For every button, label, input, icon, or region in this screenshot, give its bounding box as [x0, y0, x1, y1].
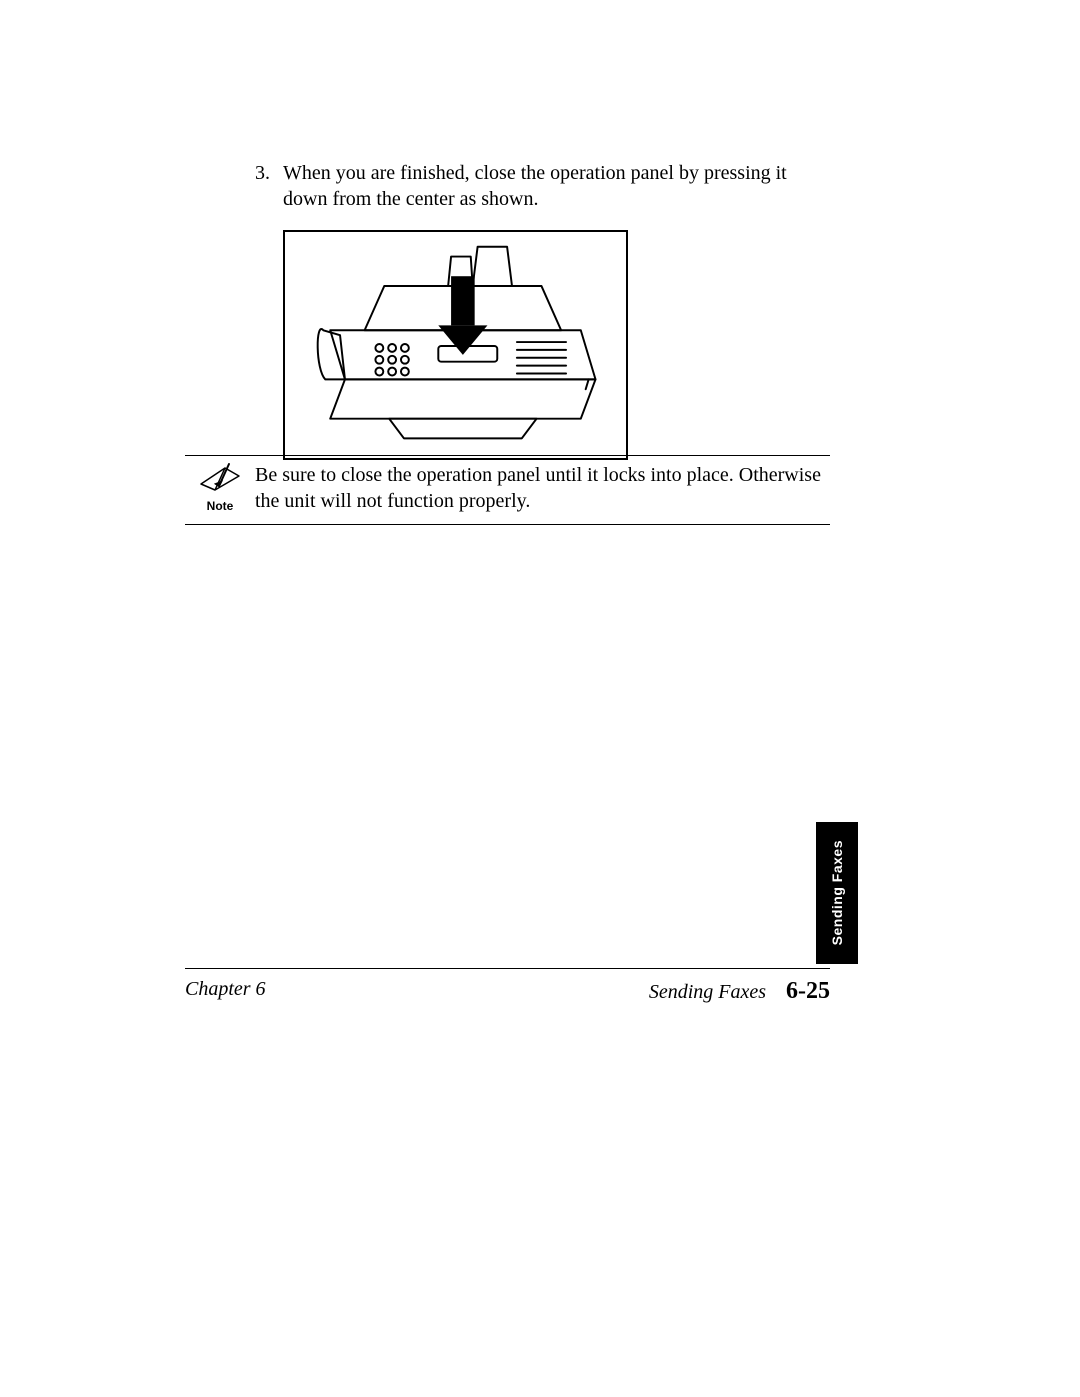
side-tab-text: Sending Faxes: [829, 840, 845, 945]
note-icon-column: Note: [185, 462, 255, 513]
fax-machine-illustration: [283, 230, 628, 460]
footer-rule: [185, 968, 830, 969]
note-label: Note: [185, 499, 255, 513]
footer-section-name: Sending Faxes: [649, 981, 766, 1003]
section-side-tab: Sending Faxes: [816, 822, 858, 964]
note-inner: Note Be sure to close the operation pane…: [185, 462, 830, 514]
fax-machine-svg: [285, 232, 626, 458]
step-text: When you are finished, close the operati…: [283, 160, 830, 212]
manual-page: 3. When you are finished, close the oper…: [0, 0, 1080, 1397]
note-block: Note Be sure to close the operation pane…: [185, 455, 830, 525]
footer-page-number: 6-25: [786, 978, 830, 1004]
note-text: Be sure to close the operation panel unt…: [255, 462, 830, 514]
step-number: 3.: [255, 160, 283, 186]
footer-page: Sending Faxes 6-25: [649, 978, 830, 1005]
step-row: 3. When you are finished, close the oper…: [255, 160, 830, 212]
footer-chapter: Chapter 6: [185, 978, 266, 1001]
figure-wrap: [283, 230, 830, 460]
note-icon: [199, 462, 241, 492]
step-content: 3. When you are finished, close the oper…: [255, 160, 830, 460]
